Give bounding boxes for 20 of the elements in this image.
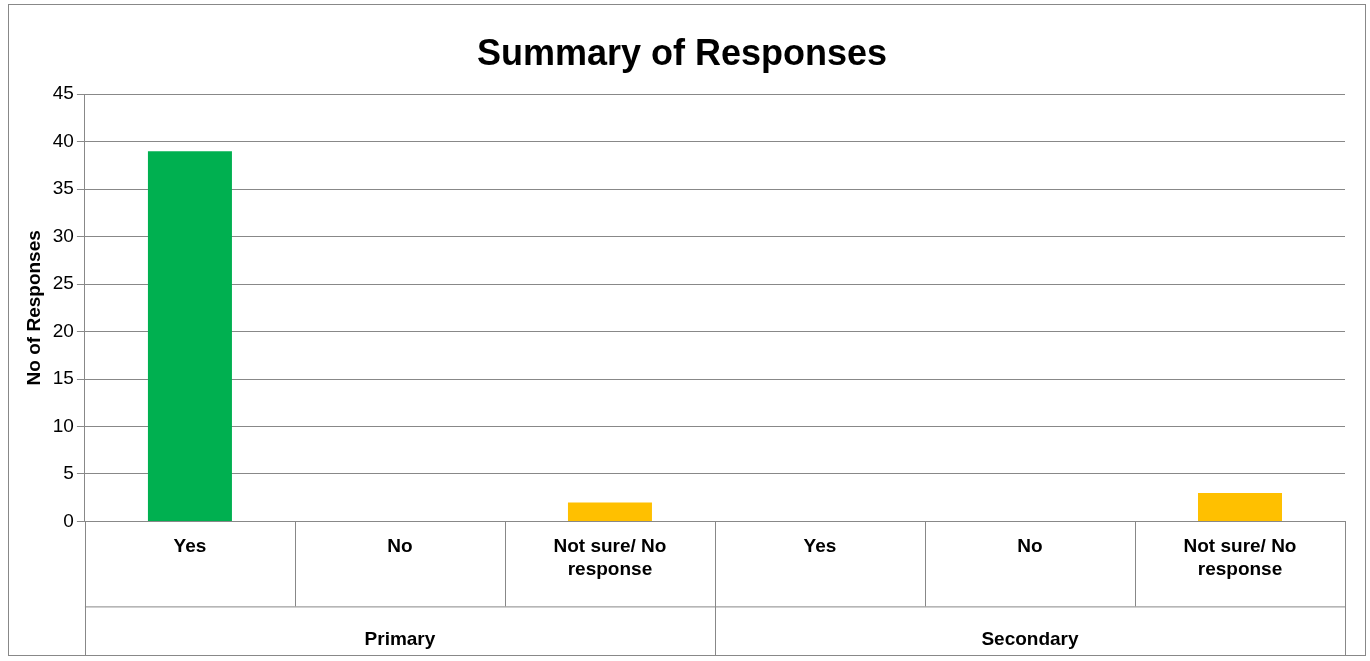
- x-tick-label: Not sure/ No response: [1183, 535, 1297, 579]
- y-tick-label: 40: [52, 129, 74, 151]
- y-tick-label: 25: [52, 272, 74, 294]
- text: Primary: [364, 627, 436, 649]
- y-axis-title: No of Responses: [22, 230, 44, 386]
- x-tick-label: No: [1017, 535, 1043, 557]
- y-tick-label: 10: [52, 414, 74, 436]
- y-tick-label: 35: [52, 177, 74, 199]
- y-tick-label: 30: [52, 224, 74, 246]
- y-tick-label: 20: [52, 319, 74, 341]
- y-tick-label: 5: [63, 462, 74, 484]
- x-tick-label: No: [387, 535, 413, 557]
- y-tick-label: 45: [52, 82, 74, 104]
- chart-title: Summary of Responses: [476, 31, 888, 73]
- text: Secondary: [981, 627, 1079, 649]
- x-tick-label: Yes: [173, 535, 207, 557]
- y-tick-label: 0: [63, 509, 74, 531]
- x-tick-label: Yes: [803, 535, 837, 557]
- x-tick-label: Not sure/ No response: [553, 535, 667, 579]
- y-tick-label: 15: [52, 367, 74, 389]
